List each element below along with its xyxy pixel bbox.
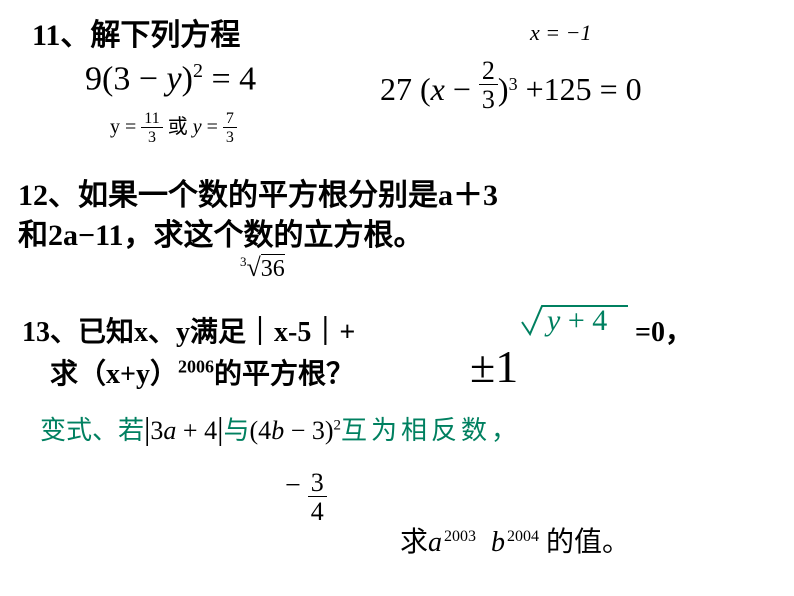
var-parm: − 3) xyxy=(284,416,333,445)
ans1-or: 或 xyxy=(168,116,188,138)
ans1-eq2: = xyxy=(207,116,218,138)
eq1-rhs: = 4 xyxy=(203,60,256,97)
var-sup: 2 xyxy=(334,417,342,433)
req: 求 xyxy=(400,527,428,558)
eq1-lhs: 9(3 xyxy=(85,60,130,97)
var-a: 变式、若 xyxy=(40,416,144,445)
var-a2: a xyxy=(163,416,176,445)
q11-eq1: 9(3 − y)2 = 4 xyxy=(85,60,256,98)
root-arg: 36 xyxy=(261,254,285,282)
vae: 2003 xyxy=(444,528,476,545)
variant-line: 变式、若|3a + 4|与(4b − 3)2互为相反数， xyxy=(40,410,521,447)
var-bb: b xyxy=(271,416,284,445)
vfrac: 3 4 xyxy=(308,470,327,525)
eq1-sep: − xyxy=(130,60,166,97)
q11-eq2: 27 (x − 2 3 )3 +125 = 0 xyxy=(380,58,642,113)
var-c: 互为相反数， xyxy=(341,416,521,445)
q13-l1a: 13、已知x、y满足｜x-5｜+ xyxy=(22,317,355,348)
eq1-rp: ) xyxy=(182,60,193,97)
q11-ans1: y = 11 3 或 y = 7 3 xyxy=(110,110,237,146)
ans1-f1n: 11 xyxy=(141,111,162,128)
q13-ans: ±1 xyxy=(470,340,518,393)
eq1-sup: 2 xyxy=(193,60,203,82)
q13-l1b: =0， xyxy=(635,310,693,350)
q13-line2: 求（x+y）2006的平方根？ xyxy=(50,352,354,392)
variant-req: 求a2003 b2004 的值。 xyxy=(400,520,630,560)
ans1-y2: y xyxy=(193,116,202,138)
q12-ans: 3√36 xyxy=(240,253,285,283)
ans1-frac2: 7 3 xyxy=(223,111,237,146)
ans1-f2n: 7 xyxy=(223,111,237,128)
var-b: 与 xyxy=(224,416,250,445)
sqrt-plus: + 4 xyxy=(560,304,607,337)
eq2-minus: − xyxy=(445,71,471,107)
vfn: 3 xyxy=(308,470,327,497)
q13-sqrt: y + 4 xyxy=(525,302,585,336)
var-3: 3 xyxy=(150,416,163,445)
q13-line1: 13、已知x、y满足｜x-5｜+ xyxy=(22,310,355,350)
vb: b xyxy=(491,527,505,558)
vfd: 4 xyxy=(308,497,327,525)
ans1-f1d: 3 xyxy=(141,128,162,146)
eq2-sup: 3 xyxy=(509,74,518,94)
vbe: 2004 xyxy=(507,528,539,545)
q13-l2sup: 2006 xyxy=(178,357,214,377)
q11-header: 11、解下列方程 xyxy=(32,10,240,54)
eq2-a: 27 xyxy=(380,71,412,107)
q13-l2b: 的平方根？ xyxy=(214,359,354,390)
vtail: 的值。 xyxy=(539,527,630,558)
variant-frac: − 3 4 xyxy=(285,470,327,525)
radical-icon: √ xyxy=(247,253,261,282)
eq1-y: y xyxy=(167,60,182,97)
q12-line2: 和2a−11，求这个数的立方根。 xyxy=(18,210,423,254)
q13-l2a: 求（x+y） xyxy=(50,359,178,390)
q12-line1: 12、如果一个数的平方根分别是a＋3 xyxy=(18,170,498,214)
ans1-a: y = xyxy=(110,116,136,138)
ans1-f2d: 3 xyxy=(223,128,237,146)
sqrt-y: y xyxy=(547,304,560,337)
va: a xyxy=(428,527,442,558)
eq2-x: x xyxy=(431,71,445,107)
q11-ans2: x = −1 xyxy=(530,20,591,46)
var-parc: (4 xyxy=(250,416,272,445)
eq2-fd: 3 xyxy=(479,85,498,113)
eq2-plus: +125 = 0 xyxy=(518,71,642,107)
eq2-lp: ( xyxy=(420,71,431,107)
eq2-rp: ) xyxy=(498,71,509,107)
eq2-fn: 2 xyxy=(479,58,498,85)
var-minus: − xyxy=(285,470,301,501)
var-p4: + 4 xyxy=(176,416,217,445)
ans1-frac1: 11 3 xyxy=(141,111,162,146)
eq2-frac: 2 3 xyxy=(479,58,498,113)
